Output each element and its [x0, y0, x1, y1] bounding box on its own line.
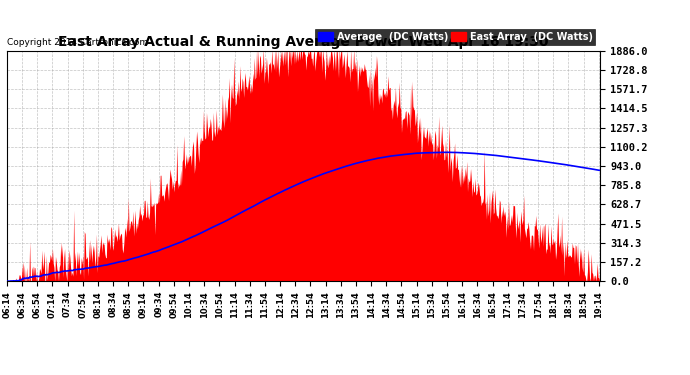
- Legend: Average  (DC Watts), East Array  (DC Watts): Average (DC Watts), East Array (DC Watts…: [315, 29, 595, 45]
- Title: East Array Actual & Running Average Power Wed Apr 16 19:30: East Array Actual & Running Average Powe…: [59, 36, 549, 50]
- Text: Copyright 2014 Cartronics.com: Copyright 2014 Cartronics.com: [7, 38, 148, 47]
